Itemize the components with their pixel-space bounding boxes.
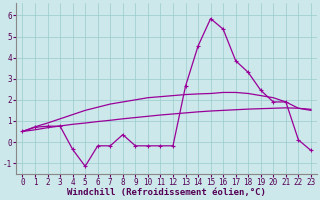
- X-axis label: Windchill (Refroidissement éolien,°C): Windchill (Refroidissement éolien,°C): [67, 188, 266, 197]
